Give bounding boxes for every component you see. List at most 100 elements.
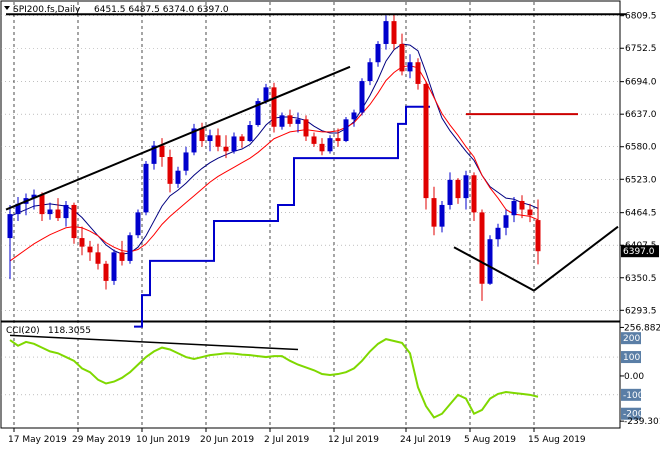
- candle-body-8: [71, 204, 77, 239]
- collapse-arrow-icon[interactable]: [4, 6, 10, 10]
- series-line-2: [134, 105, 430, 328]
- candle-body-15: [127, 235, 133, 261]
- candle-body-43: [351, 112, 357, 120]
- candle-body-18: [151, 145, 157, 164]
- trend-lines: [5, 13, 626, 292]
- price-tick-label-8: 6350.5: [625, 274, 657, 284]
- candle-body-11: [95, 252, 101, 264]
- candle-body-56: [455, 179, 461, 199]
- date-tick-label-3: 20 Jun 2019: [200, 435, 254, 445]
- indicator-level-tag-4: [621, 388, 641, 401]
- price-axis: 6809.5 6752.5 6694.0 6637.0 6580.0 6523.0 6464…: [620, 12, 657, 316]
- candle-body-46: [375, 43, 381, 63]
- candle-body-63: [511, 200, 517, 216]
- trend-line-4: [533, 225, 619, 292]
- indicator-level-tag-2: [621, 351, 641, 364]
- candle-body-34: [279, 115, 285, 127]
- candle-body-64: [519, 200, 525, 210]
- candle-body-62: [503, 215, 509, 228]
- price-tick-label-0: 6809.5: [625, 12, 657, 22]
- candle-body-20: [167, 157, 173, 184]
- indicator-tick-label-3: 0.00: [624, 372, 644, 382]
- candle-body-59: [479, 212, 485, 284]
- candle-body-50: [407, 62, 413, 72]
- candle-body-58: [471, 175, 477, 213]
- candle-body-54: [439, 204, 445, 227]
- candle-body-37: [303, 119, 309, 137]
- chart-symbol: SPI200.fs,Daily: [13, 5, 81, 15]
- candle-body-39: [319, 143, 325, 152]
- trend-line-0: [5, 65, 351, 211]
- candle-body-44: [359, 81, 365, 113]
- candle-body-4: [39, 194, 45, 215]
- indicator-tick-label-2: 100: [623, 353, 640, 363]
- candle-body-10: [87, 246, 93, 253]
- price-tick-label-4: 6580.0: [625, 143, 657, 153]
- candle-body-26: [215, 135, 221, 147]
- candle-body-1: [15, 203, 21, 215]
- indicator-tick-label-0: 256.8823: [624, 323, 660, 333]
- candle-body-24: [199, 128, 205, 142]
- candle-body-23: [191, 128, 197, 153]
- candle-body-25: [207, 135, 213, 142]
- candle-body-5: [47, 209, 53, 215]
- candle-body-42: [343, 119, 349, 142]
- indicator-pane-border: [0, 321, 621, 429]
- indicator-value: 118.3055: [48, 326, 91, 336]
- indicator-label: CCI(20): [6, 326, 40, 336]
- date-axis: 17 May 2019 29 May 2019 10 Jun 2019 20 Jun …: [8, 428, 586, 445]
- candle-body-53: [431, 198, 437, 227]
- main-pane-border: [0, 0, 621, 322]
- indicator-level-tag-1: [621, 332, 641, 345]
- date-tick-label-0: 17 May 2019: [8, 435, 67, 445]
- indicator-tick-label-4: -100: [623, 391, 644, 401]
- candle-body-33: [271, 87, 277, 127]
- candle-body-55: [447, 179, 453, 205]
- candle-body-13: [111, 252, 117, 281]
- candle-body-45: [367, 62, 373, 82]
- candle-body-30: [247, 125, 253, 142]
- candle-body-48: [391, 21, 397, 44]
- candle-body-32: [263, 87, 269, 102]
- date-tick-label-1: 29 May 2019: [72, 435, 131, 445]
- chart-ohlc: 6451.5 6487.5 6374.0 6397.0: [94, 5, 229, 15]
- candle-body-19: [159, 145, 165, 158]
- cci-line: [9, 338, 539, 419]
- candle-body-22: [183, 152, 189, 171]
- price-tick-label-9: 6293.5: [625, 306, 657, 316]
- indicator-tick-label-6: -239.301: [624, 417, 660, 427]
- price-tick-label-1: 6752.5: [625, 44, 657, 54]
- cci-trend-line: [9, 334, 299, 351]
- current-price-tag: 6397.0: [623, 247, 655, 257]
- candle-body-21: [175, 170, 181, 184]
- candle-body-27: [223, 146, 229, 152]
- date-tick-label-6: 24 Jul 2019: [400, 435, 451, 445]
- series-line-0: [9, 43, 539, 255]
- indicator-tick-label-1: 200: [623, 334, 640, 344]
- candle-body-60: [487, 239, 493, 284]
- date-tick-label-8: 15 Aug 2019: [528, 435, 586, 445]
- candle-body-17: [143, 163, 149, 213]
- candle-body-40: [327, 138, 333, 152]
- date-tick-label-7: 5 Aug 2019: [464, 435, 516, 445]
- trend-line-3: [453, 246, 535, 292]
- date-tick-label-2: 10 Jun 2019: [136, 435, 190, 445]
- candle-body-47: [383, 21, 389, 44]
- date-tick-label-5: 12 Jul 2019: [328, 435, 379, 445]
- candle-body-7: [63, 204, 69, 219]
- date-tick-label-4: 2 Jul 2019: [264, 435, 309, 445]
- price-tick-label-5: 6523.0: [625, 175, 657, 185]
- candle-body-35: [287, 115, 293, 124]
- candle-body-65: [527, 209, 533, 216]
- candle-body-14: [119, 252, 125, 261]
- candle-body-16: [135, 212, 141, 236]
- candle-body-3: [31, 194, 37, 199]
- candle-body-31: [255, 101, 261, 126]
- candle-body-61: [495, 227, 501, 240]
- current-price-tag-bg: [621, 245, 659, 258]
- candle-body-51: [415, 62, 421, 84]
- candle-body-57: [463, 175, 469, 199]
- grid: [1, 2, 620, 427]
- series-line-1: [9, 65, 539, 262]
